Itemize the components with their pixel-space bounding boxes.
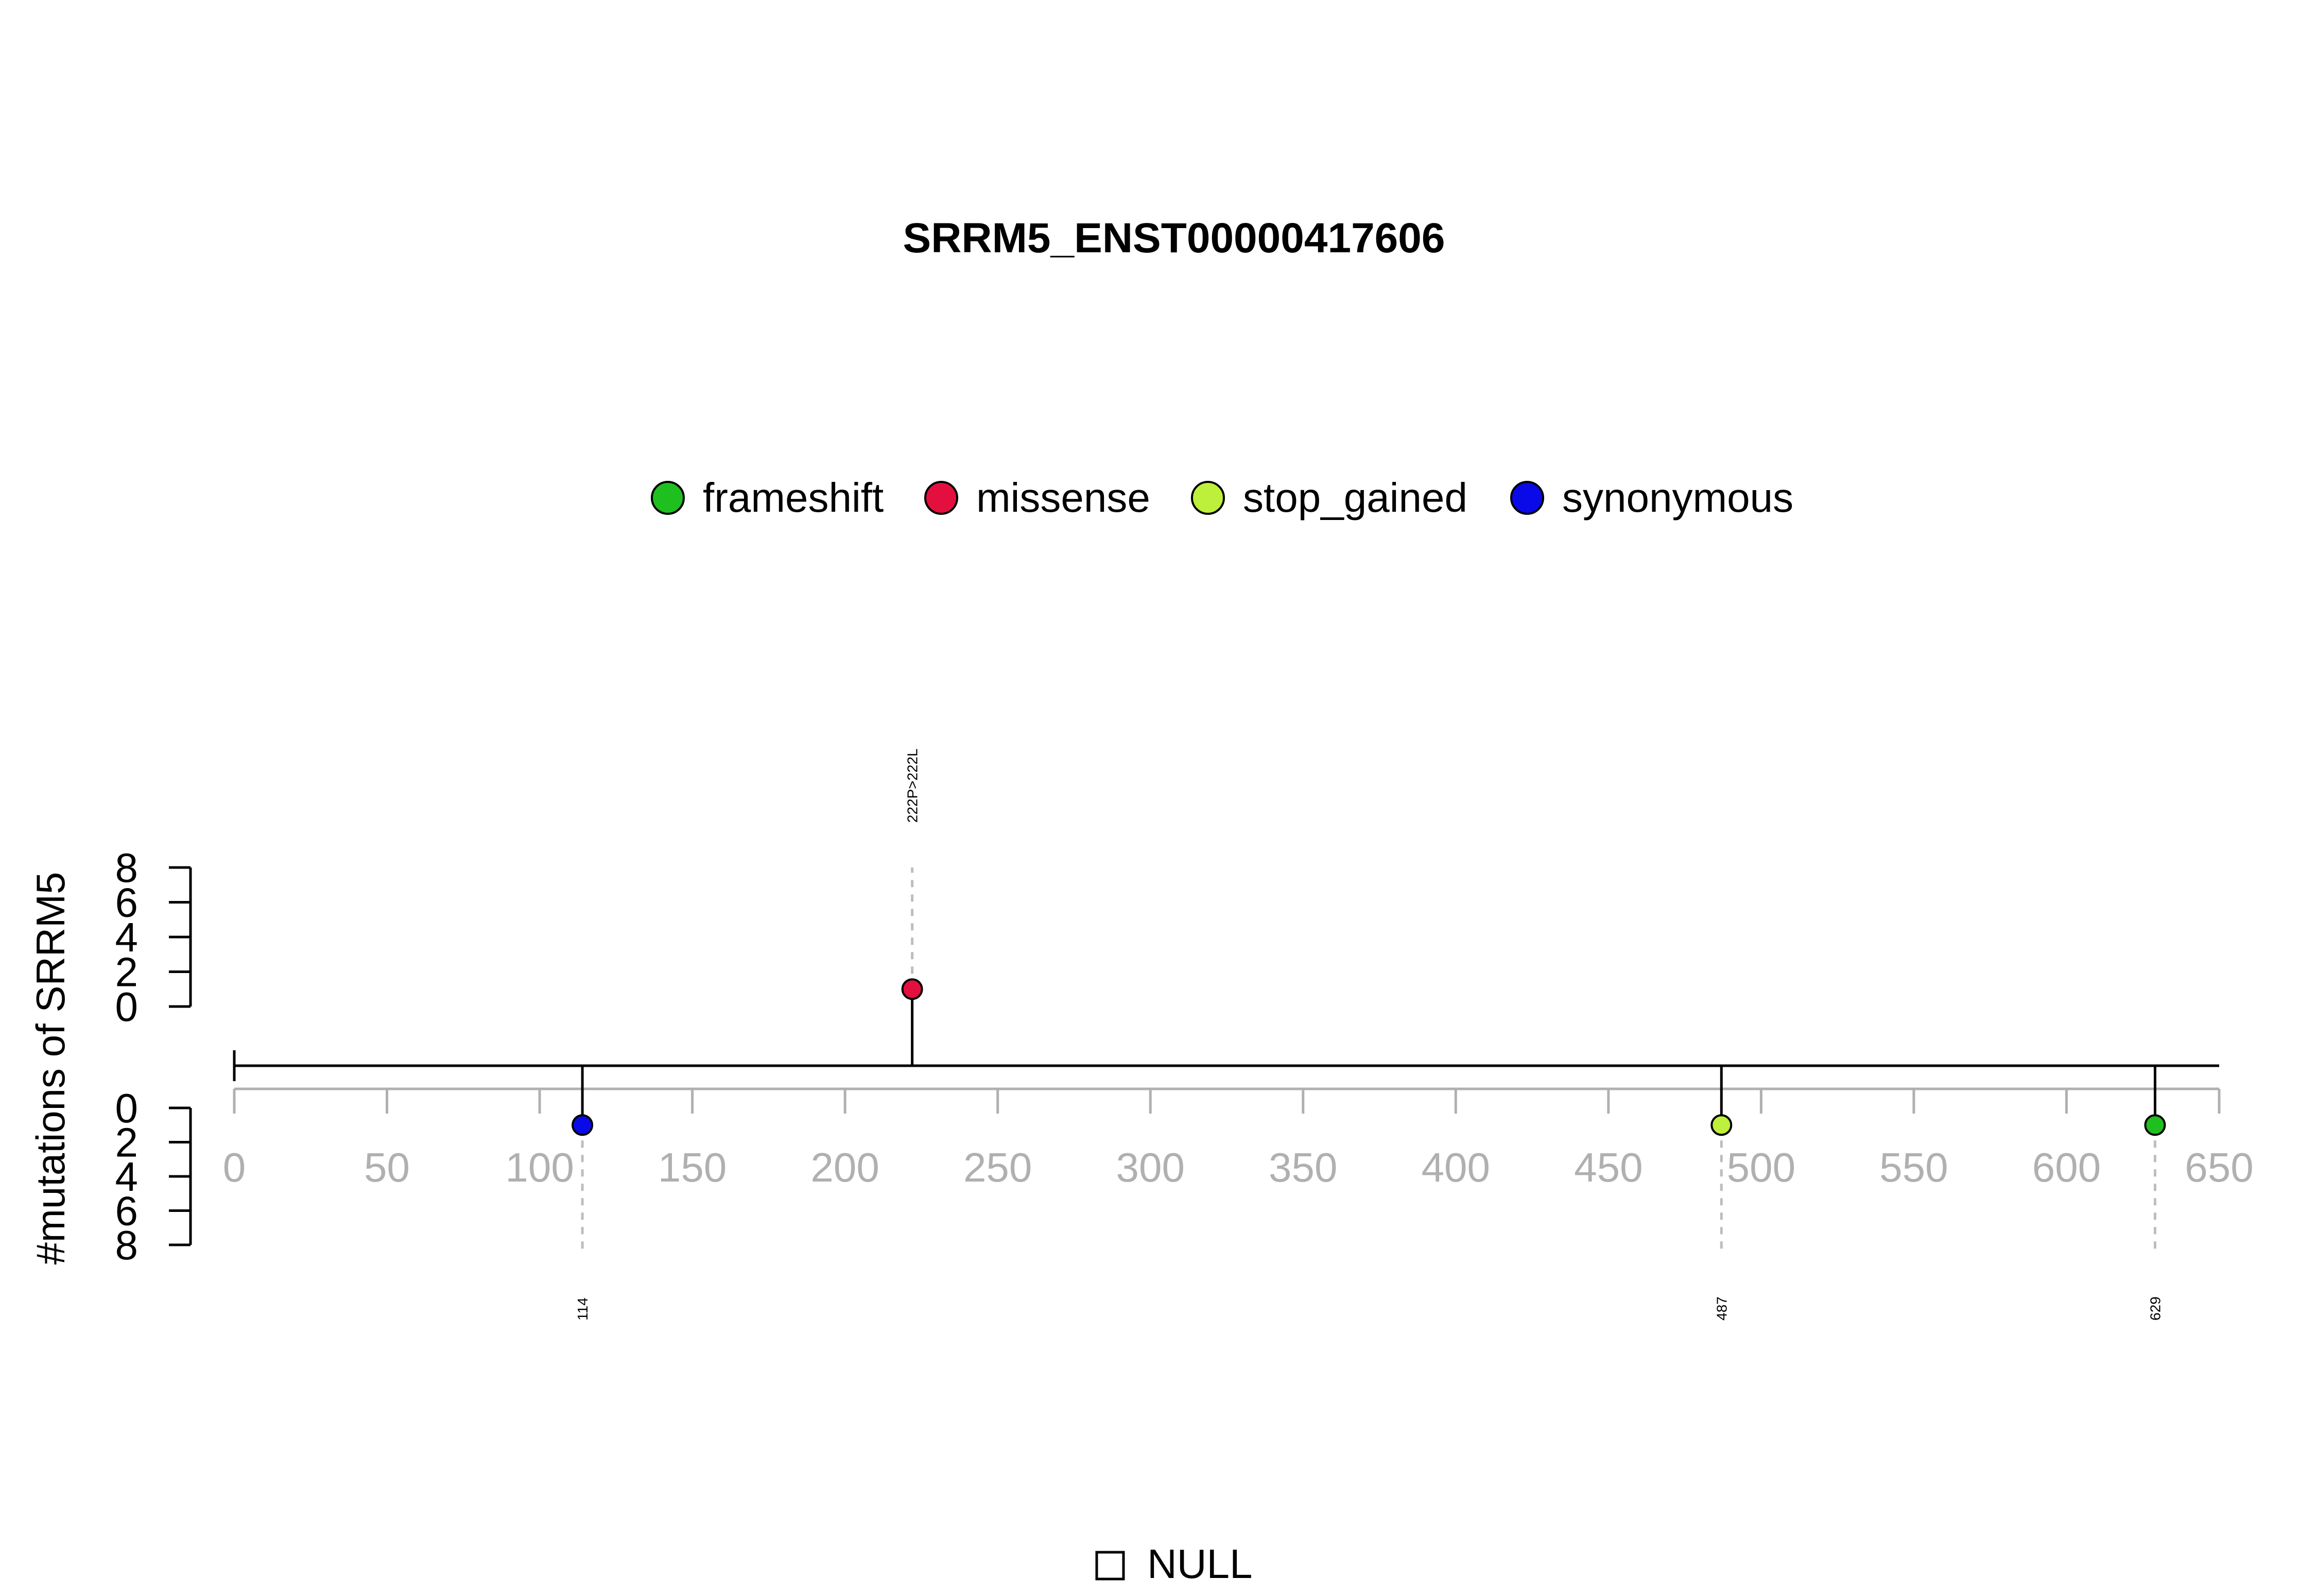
x-tick-label: 400 (1422, 1144, 1490, 1190)
mutation-label: 629 (2147, 1296, 2163, 1321)
x-tick-label: 600 (2032, 1144, 2101, 1190)
legend-swatch (1191, 481, 1225, 515)
x-tick-label: 650 (2185, 1144, 2253, 1190)
legend-label: synonymous (1562, 475, 1793, 521)
y-tick-label-lower: 0 (115, 1085, 139, 1131)
legend-swatch (651, 481, 685, 515)
legend-item-missense: missense (924, 475, 1150, 521)
mutation-point (572, 1114, 594, 1136)
domain-legend-swatch (1095, 1551, 1125, 1581)
x-tick-label: 250 (963, 1144, 1032, 1190)
legend-item-stop_gained: stop_gained (1191, 475, 1467, 521)
domain-legend: NULL (1095, 1541, 1253, 1587)
mutation-point (1710, 1114, 1733, 1136)
legend-swatch (1510, 481, 1544, 515)
mutation-114: 114 (572, 1066, 594, 1321)
mutation-point (2144, 1114, 2166, 1136)
y-tick-label-lower: 4 (115, 1154, 139, 1200)
mutation-629: 629 (2144, 1066, 2166, 1321)
domain-legend-label: NULL (1147, 1541, 1253, 1587)
x-tick-label: 450 (1574, 1144, 1642, 1190)
y-tick-label-lower: 2 (115, 1120, 139, 1166)
x-tick-label: 200 (810, 1144, 879, 1190)
legend-label: stop_gained (1243, 475, 1467, 521)
mutation-label: 487 (1714, 1296, 1730, 1321)
y-tick-label-upper: 2 (115, 949, 139, 995)
x-tick-label: 150 (658, 1144, 727, 1190)
y-tick-label-upper: 4 (115, 914, 139, 960)
legend-label: missense (976, 475, 1150, 521)
legend-item-frameshift: frameshift (651, 475, 884, 521)
y-tick-label-lower: 8 (115, 1222, 139, 1268)
x-tick-label: 500 (1727, 1144, 1795, 1190)
x-tick-label: 50 (364, 1144, 410, 1190)
legend: frameshift missense stop_gained synonymous (651, 475, 1793, 521)
x-tick-label: 300 (1116, 1144, 1184, 1190)
legend-swatch (924, 481, 958, 515)
x-tick-label: 0 (223, 1144, 246, 1190)
x-tick-label: 350 (1269, 1144, 1337, 1190)
mutations: 114 222P>222L 487 629 (572, 749, 2166, 1321)
legend-label: frameshift (703, 475, 884, 521)
x-tick-label: 550 (1879, 1144, 1948, 1190)
x-tick-label: 100 (505, 1144, 574, 1190)
mutation-label: 114 (575, 1297, 591, 1321)
y-tick-label-upper: 6 (115, 880, 139, 926)
mutation-label: 222P>222L (905, 749, 921, 823)
mutation-222P>222L: 222P>222L (901, 749, 923, 1066)
y-tick-label-lower: 6 (115, 1188, 139, 1234)
mutation-487: 487 (1710, 1066, 1733, 1321)
legend-item-synonymous: synonymous (1510, 475, 1793, 521)
y-tick-label-upper: 8 (115, 845, 139, 891)
y-axis-label: #mutations of SRRM5 (28, 872, 73, 1265)
x-axis: 0 50 100 150 200 250 300 350 400 450 500 550 600 650 (223, 1087, 2254, 1190)
chart-title: SRRM5_ENST00000417606 (903, 215, 1445, 262)
y-tick-label-upper: 0 (115, 984, 139, 1030)
mutation-point (901, 978, 923, 1000)
